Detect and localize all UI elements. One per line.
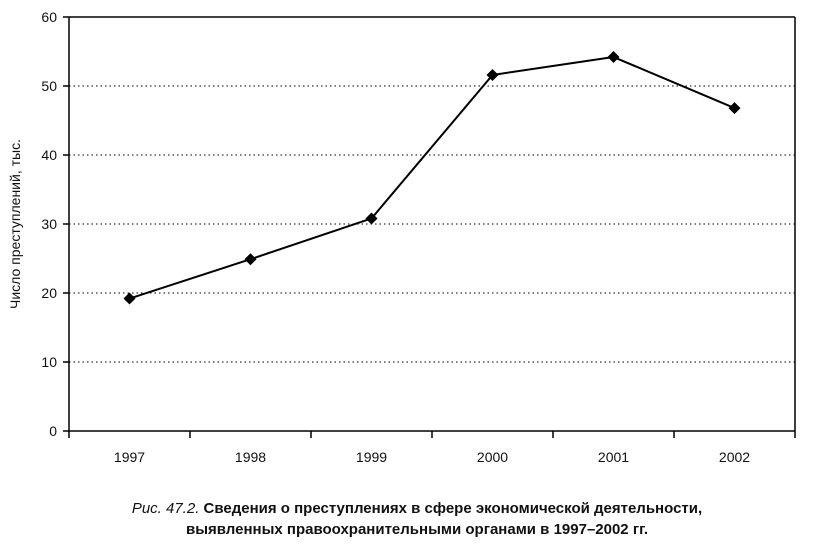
data-point-marker bbox=[123, 292, 136, 305]
data-point-marker bbox=[244, 253, 257, 266]
data-point-marker bbox=[607, 51, 620, 64]
caption-number: Рис. 47.2. bbox=[131, 500, 200, 517]
y-tick-label: 20 bbox=[41, 285, 57, 301]
x-tick-label: 1999 bbox=[356, 449, 387, 465]
data-series bbox=[123, 51, 741, 305]
y-axis-title: Число преступлений, тыс. bbox=[7, 139, 23, 309]
x-tick-labels: 1997 1998 1999 2000 2001 2002 bbox=[114, 449, 750, 465]
data-point-marker bbox=[728, 102, 741, 115]
ticks bbox=[63, 16, 796, 438]
x-tick-label: 2002 bbox=[719, 449, 750, 465]
y-tick-label: 50 bbox=[41, 78, 57, 94]
caption-line-1: Рис. 47.2. Сведения о преступлениях в сф… bbox=[0, 498, 834, 519]
y-tick-label: 30 bbox=[41, 216, 57, 232]
x-tick-label: 2000 bbox=[477, 449, 508, 465]
x-tick-label: 1998 bbox=[235, 449, 266, 465]
y-tick-label: 10 bbox=[41, 354, 57, 370]
data-point-marker bbox=[365, 212, 378, 225]
y-tick-label: 0 bbox=[49, 423, 57, 439]
caption-text-line-1: Сведения о преступлениях в сфере экономи… bbox=[203, 500, 703, 517]
y-tick-labels: 0 10 20 30 40 50 60 bbox=[41, 9, 57, 439]
series-line bbox=[129, 56, 735, 300]
gridlines bbox=[69, 16, 795, 363]
y-tick-label: 40 bbox=[41, 147, 57, 163]
x-tick-label: 1997 bbox=[114, 449, 145, 465]
x-tick-label: 2001 bbox=[598, 449, 629, 465]
line-chart: 0 10 20 30 40 50 60 1997 1998 1999 2000 2001 2002 Ч… bbox=[7, 9, 796, 465]
caption-text-line-2: выявленных правоохранительными органами … bbox=[186, 521, 648, 538]
data-point-marker bbox=[486, 68, 499, 81]
figure-caption: Рис. 47.2. Сведения о преступлениях в сф… bbox=[0, 498, 834, 540]
y-tick-label: 60 bbox=[41, 9, 57, 25]
caption-line-2: выявленных правоохранительными органами … bbox=[0, 519, 834, 540]
